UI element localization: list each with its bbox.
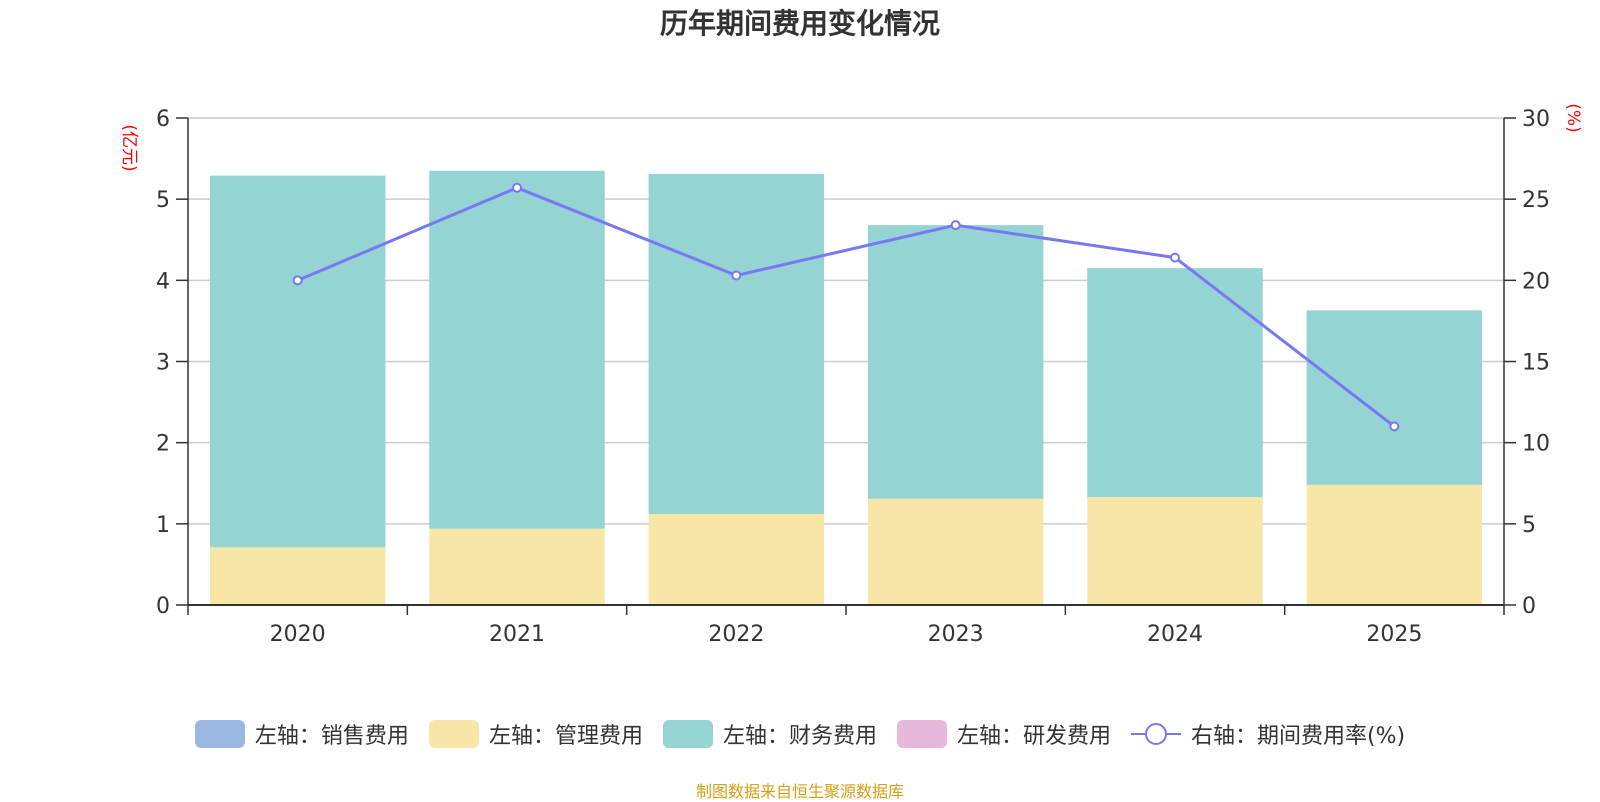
left-axis-tick-label: 3 bbox=[156, 351, 170, 376]
legend-swatch-sales bbox=[194, 720, 245, 748]
right-axis-tick-label: 20 bbox=[1522, 269, 1550, 294]
bar-finance bbox=[867, 225, 1044, 499]
bar-admin bbox=[209, 547, 386, 605]
x-axis-tick-label: 2020 bbox=[270, 622, 326, 647]
line-point-rate bbox=[292, 275, 303, 286]
left-axis-tick-label: 4 bbox=[156, 269, 170, 294]
x-axis-tick-label: 2022 bbox=[708, 622, 764, 647]
legend-label-admin: 左轴：管理费用 bbox=[488, 724, 643, 749]
bar-finance bbox=[1306, 310, 1483, 485]
left-axis-tick-label: 1 bbox=[156, 513, 170, 538]
legend-item-rate[interactable]: 右轴：期间费用率(%) bbox=[1130, 718, 1406, 750]
right-axis-tick-label: 5 bbox=[1522, 513, 1536, 538]
bar-finance bbox=[648, 174, 825, 515]
bar-finance bbox=[1087, 268, 1263, 498]
legend-item-rd[interactable]: 左轴：研发费用 bbox=[896, 718, 1111, 750]
bar-finance bbox=[209, 175, 386, 548]
source-note: 制图数据来自恒生聚源数据库 bbox=[695, 782, 904, 801]
bar-admin bbox=[867, 498, 1044, 605]
bar-finance bbox=[429, 170, 605, 529]
right-axis-tick-label: 15 bbox=[1522, 351, 1550, 376]
legend-label-sales: 左轴：销售费用 bbox=[254, 724, 409, 749]
x-axis-tick-label: 2023 bbox=[928, 622, 984, 647]
bar-admin bbox=[648, 514, 825, 605]
right-axis-tick-label: 30 bbox=[1522, 107, 1550, 132]
line-series-rate bbox=[297, 186, 1396, 428]
legend-label-finance: 左轴：财务费用 bbox=[722, 724, 877, 749]
chart-legend: 左轴：销售费用 左轴：管理费用 左轴：财务费用 左轴：研发费用 右轴：期间费用率… bbox=[0, 718, 1600, 750]
line-point-rate bbox=[950, 220, 961, 231]
legend-item-sales[interactable]: 左轴：销售费用 bbox=[194, 718, 409, 750]
line-point-rate bbox=[1389, 421, 1400, 432]
chart-title: 历年期间费用变化情况 bbox=[659, 7, 940, 40]
x-axis-tick-label: 2021 bbox=[489, 622, 545, 647]
bar-admin bbox=[1306, 484, 1483, 605]
left-axis-tick-label: 6 bbox=[156, 107, 170, 132]
legend-swatch-finance bbox=[662, 720, 713, 748]
bar-admin bbox=[1087, 497, 1263, 605]
legend-item-finance[interactable]: 左轴：财务费用 bbox=[662, 718, 877, 750]
x-axis-tick-label: 2025 bbox=[1366, 622, 1422, 647]
legend-line-marker-icon bbox=[1130, 723, 1181, 745]
left-axis-tick-label: 2 bbox=[156, 432, 170, 457]
bar-admin bbox=[429, 528, 605, 605]
legend-swatch-admin bbox=[428, 720, 479, 748]
legend-label-rd: 左轴：研发费用 bbox=[956, 724, 1111, 749]
legend-item-admin[interactable]: 左轴：管理费用 bbox=[428, 718, 643, 750]
line-point-rate bbox=[731, 270, 742, 281]
line-point-rate bbox=[512, 182, 522, 193]
line-point-rate bbox=[1170, 252, 1180, 263]
left-axis-unit-label: (亿元) bbox=[119, 124, 139, 171]
right-axis-tick-label: 10 bbox=[1522, 432, 1550, 457]
right-axis-tick-label: 25 bbox=[1522, 188, 1550, 213]
left-axis-tick-label: 5 bbox=[156, 188, 170, 213]
left-axis-tick-label: 0 bbox=[156, 594, 170, 619]
x-axis-tick-label: 2024 bbox=[1147, 622, 1203, 647]
right-axis-tick-label: 0 bbox=[1522, 594, 1536, 619]
legend-swatch-rd bbox=[896, 720, 947, 748]
right-axis-unit-label: (%) bbox=[1563, 103, 1583, 132]
legend-label-rate: 右轴：期间费用率(%) bbox=[1190, 724, 1406, 749]
